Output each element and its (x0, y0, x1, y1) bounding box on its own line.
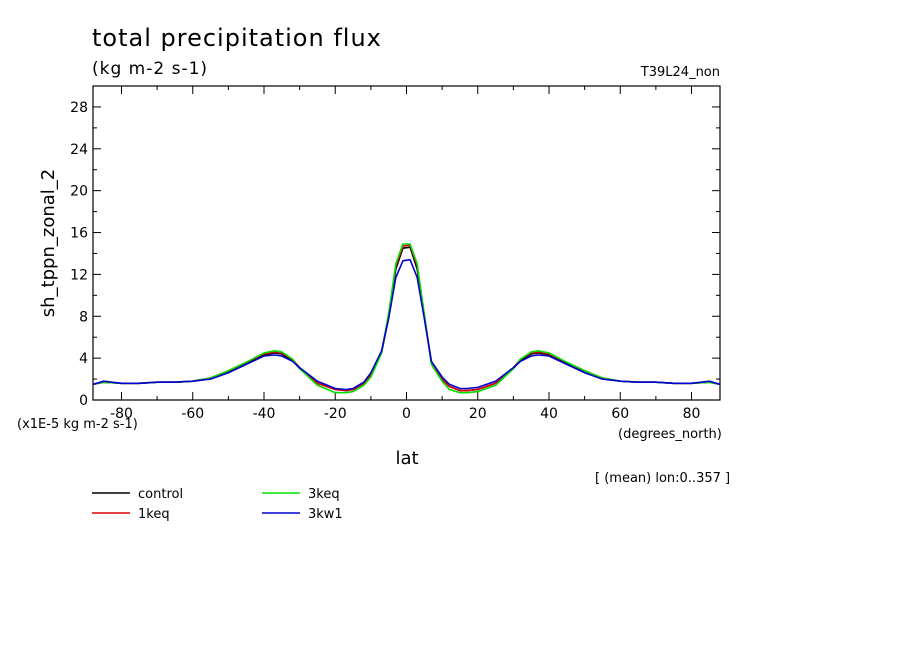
x-tick-label: 0 (402, 406, 411, 422)
mean-note: [ (mean) lon:0..357 ] (595, 471, 730, 486)
x-tick-label: 20 (469, 406, 487, 422)
y-tick-label: 0 (79, 393, 88, 409)
x-units-label: (degrees_north) (618, 427, 722, 442)
chart-title: total precipitation flux (92, 24, 382, 52)
legend: control 1keq 3keq 3kw1 (92, 487, 343, 522)
y-tick-label: 24 (70, 142, 88, 158)
chart-units: (kg m-2 s-1) (92, 59, 208, 79)
series-line-1keq (92, 244, 721, 392)
x-tick-label: 80 (683, 406, 701, 422)
x-tick-label: 40 (540, 406, 558, 422)
y-tick-label: 20 (70, 184, 88, 200)
legend-label-1keq: 1keq (138, 507, 170, 522)
x-tick-label: -80 (110, 406, 133, 422)
series-line-3keq (92, 243, 721, 394)
legend-label-control: control (138, 487, 183, 502)
y-scale-note: (x1E-5 kg m-2 s-1) (17, 417, 138, 432)
x-axis-label: lat (395, 448, 418, 469)
y-axis-label: sh_tppn_zonal_2 (38, 169, 59, 317)
plot-frame (92, 85, 721, 401)
x-tick-label: -60 (181, 406, 204, 422)
plot-area: 0 4 8 12 16 20 24 28 -80 -60 -40 -20 0 20 40 60 80 (70, 85, 721, 422)
y-tick-label: 8 (79, 309, 88, 325)
legend-label-3keq: 3keq (308, 487, 340, 502)
x-tick-label: 60 (611, 406, 629, 422)
y-tick-label: 16 (70, 226, 88, 242)
legend-label-3kw1: 3kw1 (308, 507, 343, 522)
y-tick-label: 28 (70, 100, 88, 116)
series-line-3kw1 (92, 258, 721, 391)
y-tick-label: 12 (70, 267, 88, 283)
x-tick-label: -20 (324, 406, 347, 422)
y-tick-label: 4 (79, 351, 88, 367)
series-group (92, 243, 721, 394)
run-label: T39L24_non (640, 65, 720, 80)
series-line-control (92, 246, 721, 392)
x-tick-label: -40 (253, 406, 276, 422)
